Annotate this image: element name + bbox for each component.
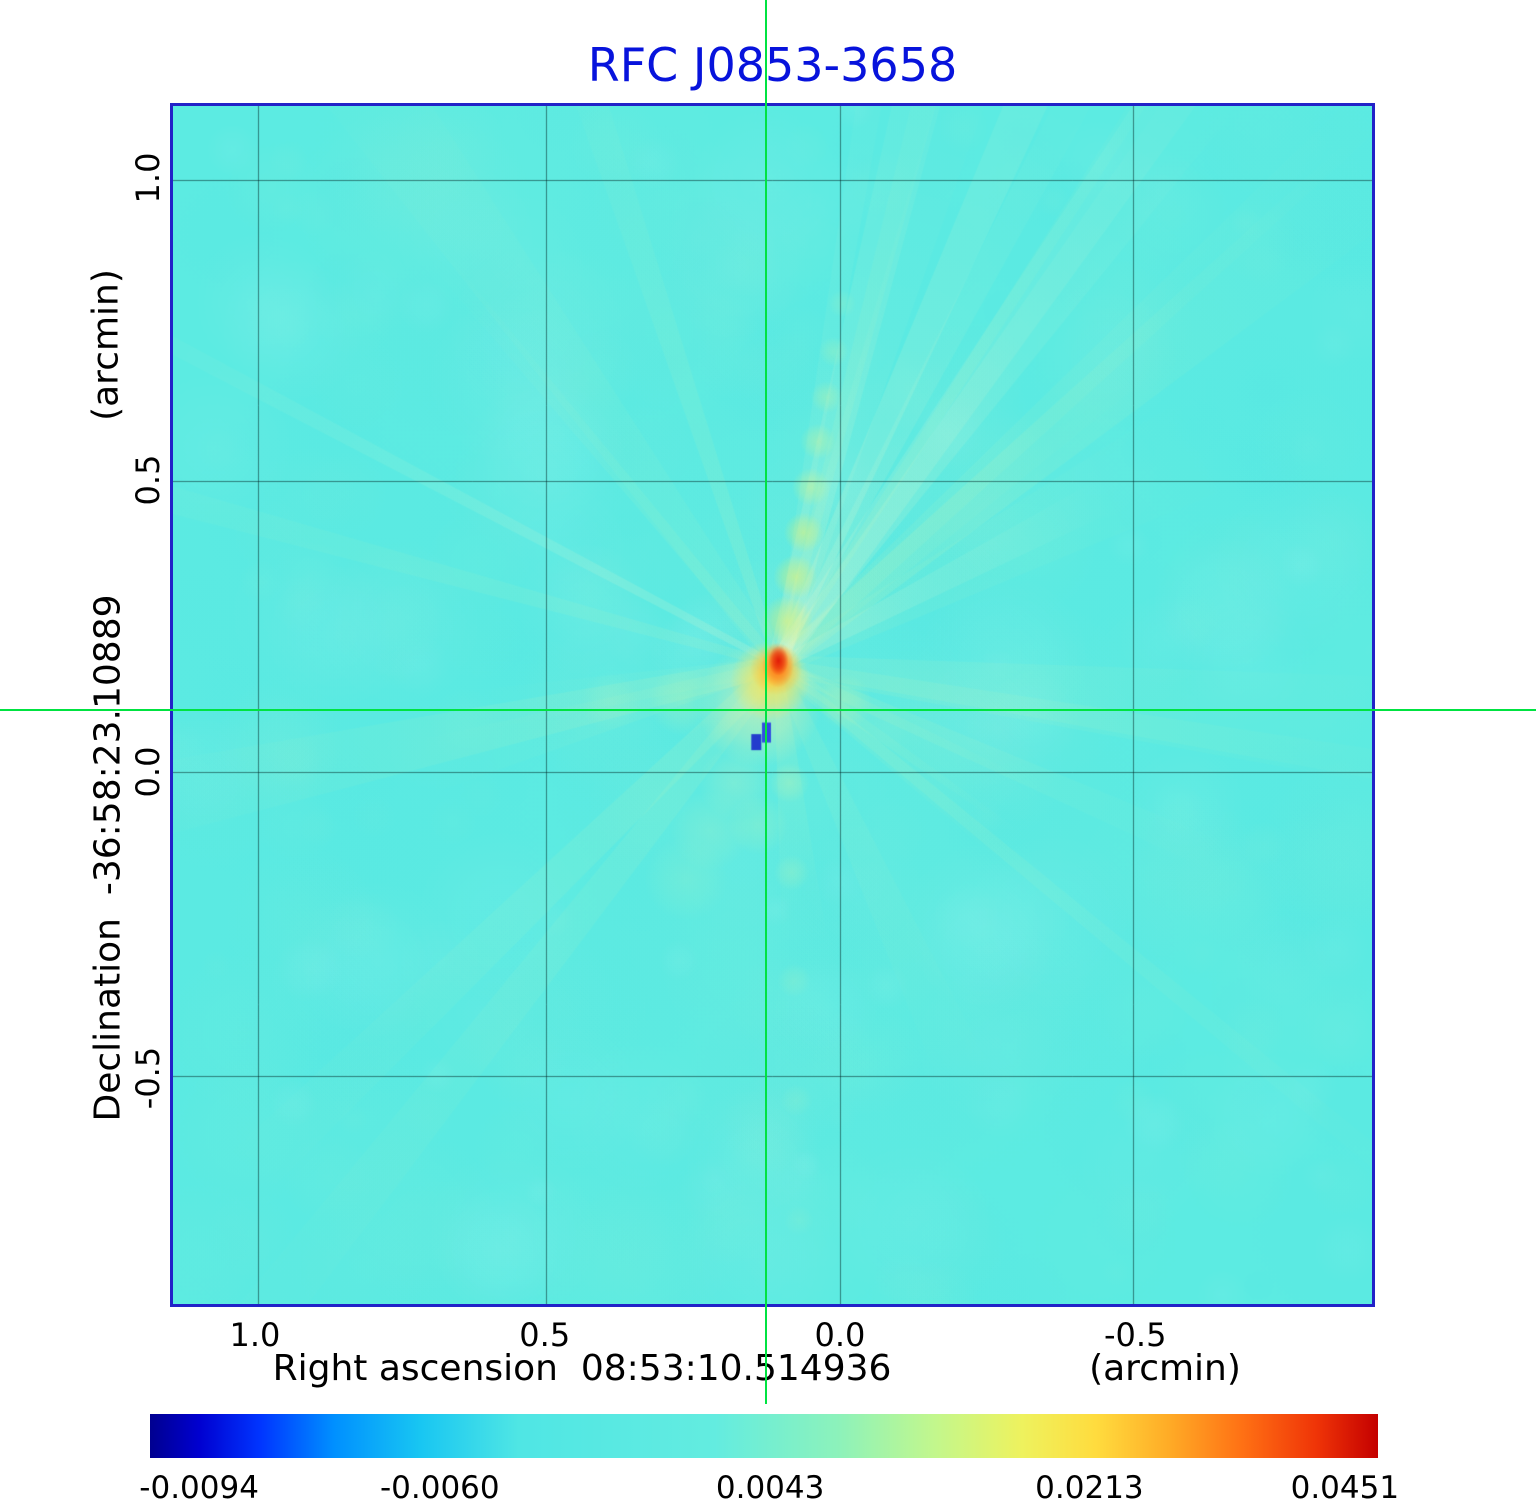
colorbar-tick-label: -0.0060 xyxy=(379,1470,500,1506)
heatmap-canvas xyxy=(173,106,1372,1304)
figure-title: RFC J0853-3658 xyxy=(587,38,958,92)
x-tick-label: 0.0 xyxy=(814,1316,866,1354)
crosshair-horizontal xyxy=(0,709,1536,711)
y-axis-label: Declination -36:58:23.10889 xyxy=(87,594,129,1122)
colorbar-tick-label: 0.0451 xyxy=(1290,1470,1400,1506)
x-tick-label: 0.5 xyxy=(519,1316,571,1354)
x-tick-label: 1.0 xyxy=(229,1316,281,1354)
y-axis-unit-label: (arcmin) xyxy=(85,269,127,421)
y-tick-label: 0.0 xyxy=(129,746,167,798)
y-tick-label: 1.0 xyxy=(129,152,167,204)
colorbar xyxy=(150,1414,1378,1458)
sky-map xyxy=(170,103,1375,1307)
x-axis-label: Right ascension 08:53:10.514936 xyxy=(272,1348,892,1389)
y-tick-label: 0.5 xyxy=(129,454,167,506)
colorbar-tick-label: -0.0094 xyxy=(139,1470,259,1506)
x-axis-unit-label: (arcmin) xyxy=(1089,1348,1241,1389)
x-tick-label: -0.5 xyxy=(1103,1316,1167,1354)
colorbar-tick-label: 0.0043 xyxy=(715,1470,825,1506)
y-tick-label: -0.5 xyxy=(129,1047,167,1110)
colorbar-tick-label: 0.0213 xyxy=(1035,1470,1144,1506)
crosshair-vertical xyxy=(765,0,767,1404)
